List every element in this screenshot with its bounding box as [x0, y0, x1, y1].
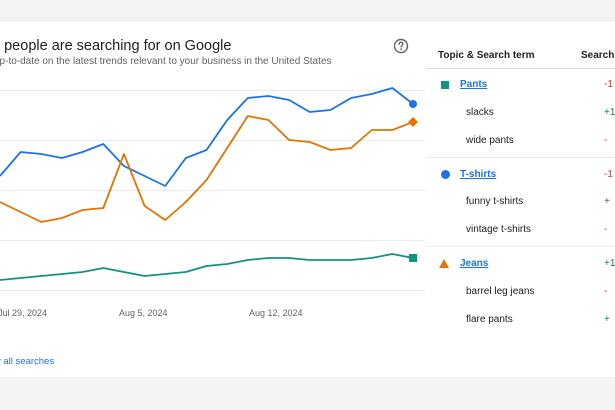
series-end-marker-pants [409, 254, 417, 262]
chart-title: at people are searching for on Google [0, 38, 232, 54]
series-line-pants [0, 253, 414, 281]
term-slacks[interactable]: slacks [466, 107, 494, 118]
trend-line-chart: Jul 29, 2024 Aug 5, 2024 Aug 12, 2024 [0, 87, 425, 318]
term-delta-flare-pants: + [604, 314, 610, 325]
term-vintage-t-shirts[interactable]: vintage t-shirts [466, 224, 532, 235]
trends-card [0, 22, 615, 377]
term-delta-wide-pants: - [604, 135, 608, 146]
topic-link-t-shirts[interactable]: T-shirts [460, 169, 497, 180]
topic-delta-t-shirts: -1 [604, 169, 613, 180]
term-funny-t-shirts[interactable]: funny t-shirts [466, 196, 524, 207]
term-wide-pants[interactable]: wide pants [466, 135, 514, 146]
column-header-search[interactable]: Search [581, 50, 615, 61]
term-barrel-leg-jeans[interactable]: barrel leg jeans [466, 286, 535, 297]
chart-x-ticks: Jul 29, 2024 Aug 5, 2024 Aug 12, 2024 [0, 308, 303, 318]
panel-divider [425, 32, 426, 352]
jeans-legend-triangle-icon [439, 259, 449, 268]
term-delta-funny-t-shirts: + [604, 196, 610, 207]
pants-legend-square-icon [441, 81, 449, 89]
term-flare-pants[interactable]: flare pants [466, 314, 513, 325]
group-divider [426, 246, 615, 247]
topic-delta-pants: -1 [604, 79, 613, 90]
chart-end-markers [408, 100, 418, 262]
chart-subtitle: up-to-date on the latest trends relevant… [0, 56, 332, 67]
help-circle-icon[interactable] [393, 38, 409, 54]
series-line-jeans [0, 115, 414, 223]
header-divider [426, 68, 615, 69]
series-end-marker-jeans [408, 117, 418, 127]
column-header-topic[interactable]: Topic & Search term [438, 50, 535, 61]
term-delta-barrel-leg-jeans: - [604, 286, 608, 297]
t-shirts-legend-circle-icon [441, 170, 450, 179]
top-bar [0, 0, 615, 22]
group-divider [426, 157, 615, 158]
chart-series [0, 87, 414, 281]
chart-grid [0, 90, 425, 291]
topic-link-jeans[interactable]: Jeans [460, 258, 489, 269]
x-tick-label: Aug 5, 2024 [119, 308, 168, 318]
term-delta-vintage-t-shirts: - [604, 224, 608, 235]
view-all-searches-link[interactable]: v all searches [0, 356, 55, 367]
term-delta-slacks: +1 [604, 107, 615, 118]
series-end-marker-t-shirts [409, 100, 417, 108]
topic-delta-jeans: +1 [604, 258, 615, 269]
series-line-t-shirts [0, 87, 414, 187]
x-tick-label: Aug 12, 2024 [249, 308, 303, 318]
x-tick-label: Jul 29, 2024 [0, 308, 47, 318]
topic-link-pants[interactable]: Pants [460, 79, 488, 90]
